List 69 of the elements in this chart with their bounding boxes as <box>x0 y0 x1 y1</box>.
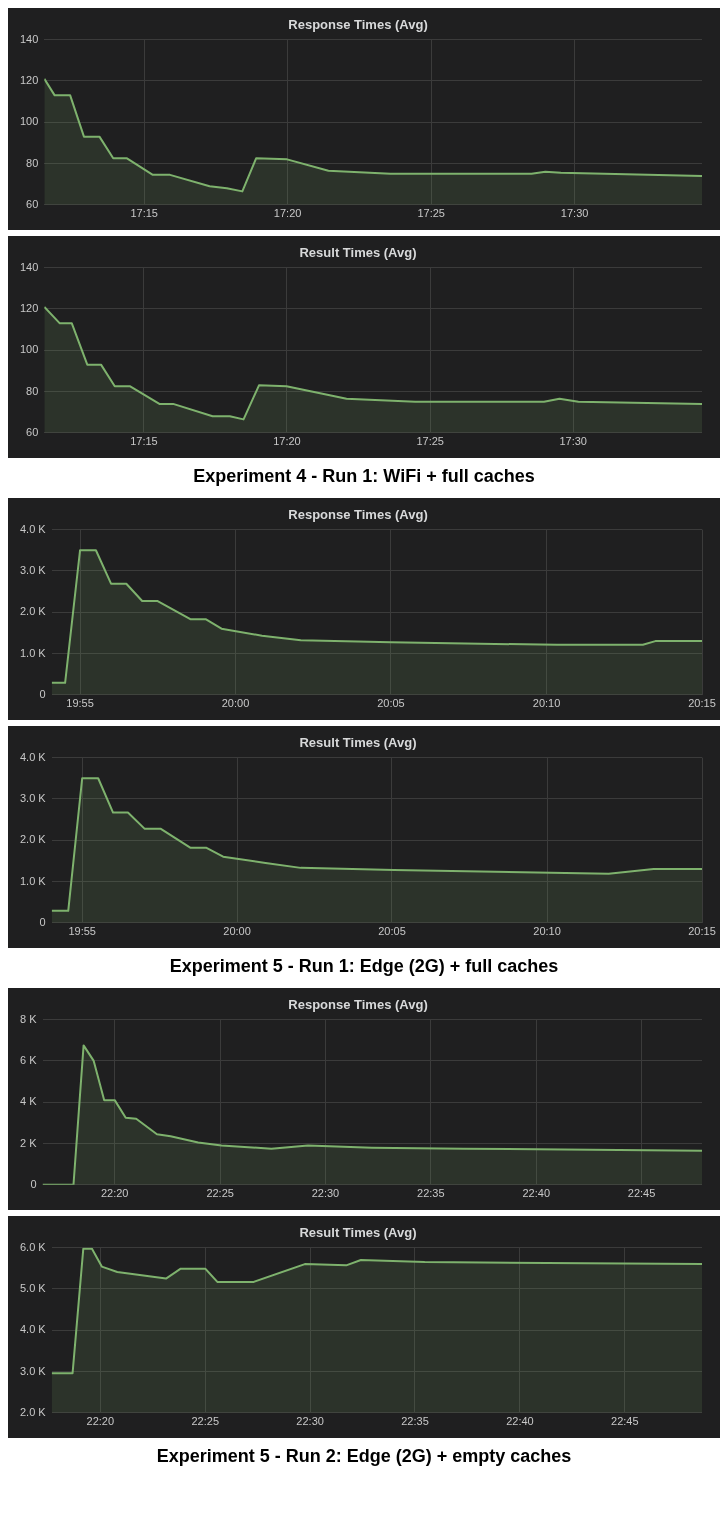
y-tick-label: 120 <box>19 73 39 86</box>
x-tick-label: 20:15 <box>688 697 716 710</box>
x-tick-label: 17:15 <box>130 207 158 220</box>
y-tick-label: 60 <box>26 425 39 438</box>
x-tick-label: 22:35 <box>401 1415 429 1428</box>
x-tick-label: 17:20 <box>273 435 301 448</box>
x-tick-label: 17:20 <box>273 207 302 220</box>
x-tick-label: 20:05 <box>378 925 406 938</box>
text: Experiment 4 - Run 1: WiFi + full caches <box>193 466 535 486</box>
x-tick-label: 20:00 <box>221 697 250 710</box>
y-tick-label: 100 <box>19 115 39 128</box>
y-tick-label: 8 K <box>20 1012 38 1025</box>
y-tick-label: 1.0 K <box>20 874 47 887</box>
x-tick-label: 20:10 <box>532 697 561 710</box>
x-tick-label: 17:25 <box>417 207 445 220</box>
x-tick-label: 22:20 <box>86 1415 115 1428</box>
chart-title: Result Times (Avg) <box>299 245 417 261</box>
y-tick-label: 0 <box>39 915 46 928</box>
x-tick-label: 20:00 <box>223 925 251 938</box>
y-tick-label: 3.0 K <box>20 1364 47 1377</box>
y-tick-label: 2.0 K <box>20 1405 47 1418</box>
x-tick-label: 22:40 <box>506 1415 534 1428</box>
y-tick-label: 4.0 K <box>20 750 47 763</box>
y-tick-label: 0 <box>39 687 46 700</box>
x-tick-label: 20:10 <box>533 925 561 938</box>
y-tick-label: 140 <box>19 32 39 45</box>
text: Experiment 5 - Run 2: Edge (2G) + empty caches <box>156 1446 572 1466</box>
y-tick-label: 0 <box>30 1177 37 1190</box>
y-tick-label: 2.0 K <box>20 833 47 846</box>
x-tick-label: 19:55 <box>68 925 96 938</box>
y-tick-label: 4.0 K <box>20 1323 47 1336</box>
y-tick-label: 2 K <box>20 1136 38 1149</box>
y-tick-label: 1.0 K <box>20 646 47 659</box>
x-tick-label: 22:30 <box>311 1187 340 1200</box>
x-tick-label: 17:25 <box>416 435 444 448</box>
x-tick-label: 17:30 <box>559 435 587 448</box>
y-tick-label: 3.0 K <box>20 791 47 804</box>
x-tick-label: 22:25 <box>191 1415 220 1428</box>
x-tick-label: 22:40 <box>522 1187 551 1200</box>
y-tick-label: 6 K <box>20 1053 38 1066</box>
y-tick-label: 6.0 K <box>20 1240 47 1253</box>
y-tick-label: 100 <box>19 343 39 356</box>
y-tick-label: 80 <box>26 156 39 169</box>
y-tick-label: 5.0 K <box>20 1281 47 1294</box>
chart-title: Result Times (Avg) <box>299 1225 417 1241</box>
x-tick-label: 17:30 <box>560 207 589 220</box>
chart-title: Response Times (Avg) <box>288 997 428 1013</box>
text: Experiment 5 - Run 1: Edge (2G) + full caches <box>169 956 559 976</box>
x-tick-label: 19:55 <box>66 697 94 710</box>
chart-title: Result Times (Avg) <box>299 735 417 751</box>
x-tick-label: 20:05 <box>377 697 405 710</box>
x-tick-label: 22:20 <box>100 1187 129 1200</box>
x-tick-label: 22:45 <box>627 1187 656 1200</box>
y-tick-label: 4 K <box>20 1095 38 1108</box>
y-tick-label: 4.0 K <box>20 522 47 535</box>
x-tick-label: 22:45 <box>611 1415 639 1428</box>
y-tick-label: 140 <box>19 260 39 273</box>
y-tick-label: 2.0 K <box>20 605 47 618</box>
x-tick-label: 22:30 <box>296 1415 324 1428</box>
x-tick-label: 22:35 <box>417 1187 445 1200</box>
y-tick-label: 3.0 K <box>20 563 47 576</box>
y-tick-label: 80 <box>26 384 39 397</box>
x-tick-label: 17:15 <box>130 435 158 448</box>
chart-title: Response Times (Avg) <box>288 17 428 33</box>
x-tick-label: 20:15 <box>688 925 716 938</box>
x-tick-label: 22:25 <box>206 1187 234 1200</box>
y-tick-label: 120 <box>19 301 39 314</box>
y-tick-label: 60 <box>26 197 39 210</box>
chart-title: Response Times (Avg) <box>288 507 428 523</box>
